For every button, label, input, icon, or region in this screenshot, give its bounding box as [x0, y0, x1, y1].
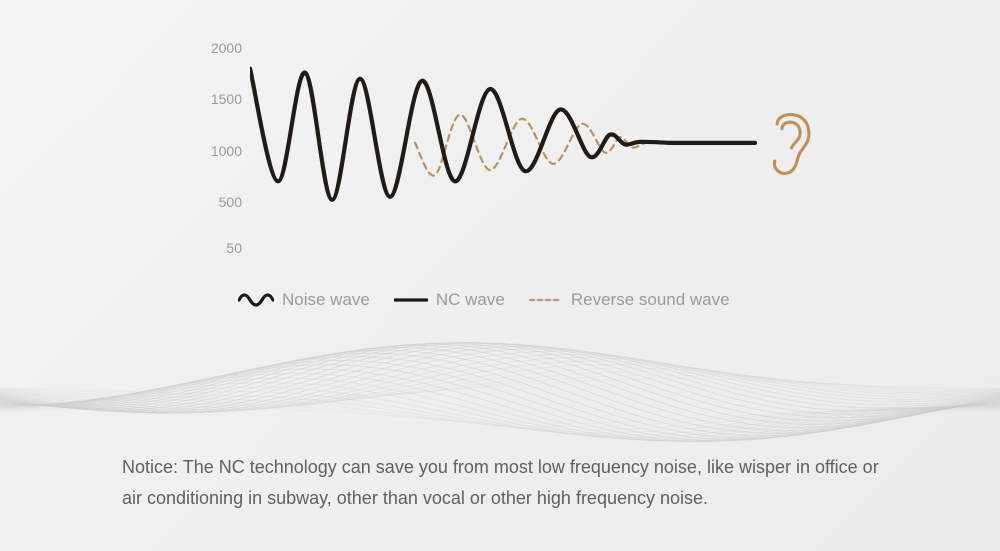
y-tick-label: 50: [190, 240, 242, 256]
y-tick-label: 500: [190, 194, 242, 210]
noise-wave-line: [250, 69, 755, 200]
legend-label: Reverse sound wave: [571, 290, 730, 310]
legend-label: NC wave: [436, 290, 505, 310]
legend-reverse-wave: Reverse sound wave: [529, 290, 730, 310]
y-tick-label: 1500: [190, 91, 242, 107]
reverse-wave-swatch-icon: [529, 296, 563, 304]
nc-wave-chart: 20001500100050050: [190, 48, 830, 278]
chart-legend: Noise wave NC wave Reverse sound wave: [238, 290, 878, 310]
legend-nc-wave: NC wave: [394, 290, 505, 310]
legend-noise-wave: Noise wave: [238, 290, 370, 310]
y-tick-label: 1000: [190, 143, 242, 159]
legend-label: Noise wave: [282, 290, 370, 310]
ear-icon: [774, 115, 809, 174]
noise-wave-swatch-icon: [238, 290, 274, 310]
y-tick-label: 2000: [190, 40, 242, 56]
nc-wave-swatch-icon: [394, 296, 428, 304]
notice-text: Notice: The NC technology can save you f…: [122, 452, 882, 513]
chart-plot: [250, 48, 820, 248]
